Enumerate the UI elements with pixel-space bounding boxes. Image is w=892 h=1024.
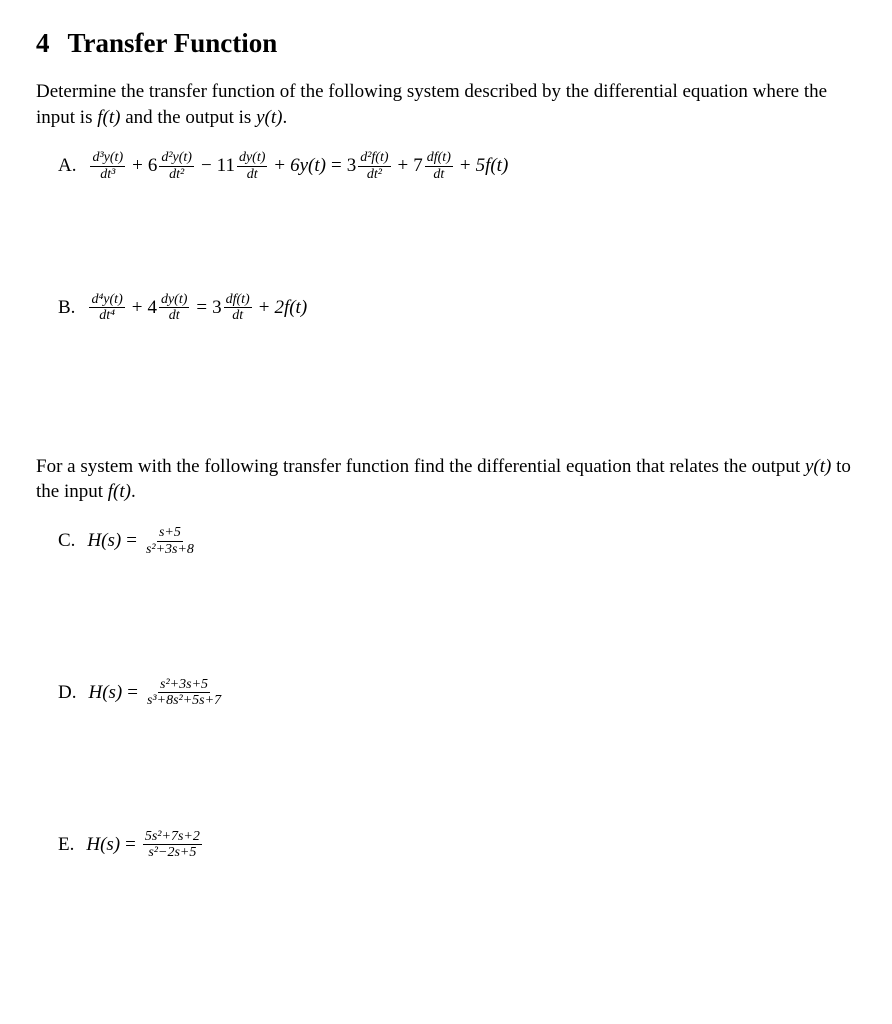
- intro-paragraph-1: Determine the transfer function of the f…: [36, 79, 856, 130]
- fraction: s²+3s+5 s³+8s²+5s+7: [145, 677, 223, 709]
- fraction: d³y(t) dt³: [90, 150, 125, 182]
- eq-op: =: [196, 297, 207, 319]
- denominator: dt²: [167, 167, 186, 182]
- problem-e: E. H(s) = 5s²+7s+2 s²−2s+5: [58, 829, 856, 861]
- section-number: 4: [36, 28, 50, 59]
- intro-ft: f(t): [97, 107, 120, 128]
- plus-op: +: [274, 155, 285, 177]
- problem-c: C. H(s) = s+5 s²+3s+8: [58, 525, 856, 557]
- denominator: dt: [230, 308, 245, 323]
- func: H(s): [88, 682, 122, 704]
- fraction: d²f(t) dt²: [358, 150, 390, 182]
- eq-op: =: [127, 682, 138, 704]
- intro-text: For a system with the following transfer…: [36, 456, 805, 477]
- denominator: dt: [431, 167, 446, 182]
- eq-op: =: [125, 834, 136, 856]
- func: H(s): [87, 530, 121, 552]
- denominator: s³+8s²+5s+7: [145, 693, 223, 708]
- plus-op: +: [460, 155, 471, 177]
- term: 6y(t): [290, 155, 326, 177]
- minus-op: −: [201, 155, 212, 177]
- coef: 11: [217, 155, 235, 177]
- fraction: df(t) dt: [425, 150, 453, 182]
- numerator: d²y(t): [159, 150, 194, 166]
- plus-op: +: [132, 297, 143, 319]
- equation-b: d⁴y(t) dt⁴ + 4 dy(t) dt = 3 df(t) dt + 2…: [87, 292, 307, 324]
- intro-ft: f(t): [108, 481, 131, 502]
- numerator: dy(t): [159, 292, 189, 308]
- numerator: df(t): [224, 292, 252, 308]
- problem-label: E.: [58, 834, 74, 856]
- denominator: s²+3s+8: [144, 542, 196, 557]
- intro-yt: y(t): [805, 456, 831, 477]
- intro-text: .: [282, 107, 287, 128]
- func: H(s): [86, 834, 120, 856]
- plus-op: +: [259, 297, 270, 319]
- coef: 6: [148, 155, 158, 177]
- fraction: s+5 s²+3s+8: [144, 525, 196, 557]
- fraction: d⁴y(t) dt⁴: [89, 292, 124, 324]
- eq-op: =: [331, 155, 342, 177]
- numerator: dy(t): [237, 150, 267, 166]
- problem-d: D. H(s) = s²+3s+5 s³+8s²+5s+7: [58, 677, 856, 709]
- term: 2f(t): [274, 297, 307, 319]
- intro-text: .: [131, 481, 136, 502]
- coef: 4: [147, 297, 157, 319]
- eq-op: =: [126, 530, 137, 552]
- denominator: dt: [167, 308, 182, 323]
- numerator: s+5: [157, 525, 183, 541]
- problem-b: B. d⁴y(t) dt⁴ + 4 dy(t) dt = 3 df(t) dt …: [58, 292, 856, 324]
- fraction: d²y(t) dt²: [159, 150, 194, 182]
- equation-a: d³y(t) dt³ + 6 d²y(t) dt² − 11 dy(t) dt …: [88, 150, 508, 182]
- problem-label: A.: [58, 155, 76, 177]
- plus-op: +: [398, 155, 409, 177]
- numerator: df(t): [425, 150, 453, 166]
- problem-label: C.: [58, 530, 75, 552]
- problem-label: D.: [58, 682, 76, 704]
- section-header: 4 Transfer Function: [36, 28, 856, 59]
- section-title: Transfer Function: [68, 28, 278, 59]
- numerator: 5s²+7s+2: [143, 829, 202, 845]
- equation-c: H(s) = s+5 s²+3s+8: [87, 525, 198, 557]
- plus-op: +: [132, 155, 143, 177]
- term: 5f(t): [476, 155, 509, 177]
- fraction: df(t) dt: [224, 292, 252, 324]
- denominator: dt²: [365, 167, 384, 182]
- denominator: dt: [245, 167, 260, 182]
- equation-d: H(s) = s²+3s+5 s³+8s²+5s+7: [88, 677, 225, 709]
- problem-a: A. d³y(t) dt³ + 6 d²y(t) dt² − 11 dy(t) …: [58, 150, 856, 182]
- fraction: dy(t) dt: [237, 150, 267, 182]
- intro-yt: y(t): [256, 107, 282, 128]
- denominator: dt⁴: [97, 308, 117, 323]
- denominator: s²−2s+5: [146, 845, 198, 860]
- fraction: 5s²+7s+2 s²−2s+5: [143, 829, 202, 861]
- equation-e: H(s) = 5s²+7s+2 s²−2s+5: [86, 829, 204, 861]
- coef: 3: [212, 297, 222, 319]
- denominator: dt³: [98, 167, 117, 182]
- intro-text: and the output is: [120, 107, 256, 128]
- fraction: dy(t) dt: [159, 292, 189, 324]
- numerator: s²+3s+5: [158, 677, 210, 693]
- problem-label: B.: [58, 297, 75, 319]
- numerator: d⁴y(t): [89, 292, 124, 308]
- numerator: d²f(t): [358, 150, 390, 166]
- coef: 7: [413, 155, 423, 177]
- coef: 3: [347, 155, 357, 177]
- numerator: d³y(t): [90, 150, 125, 166]
- intro-paragraph-2: For a system with the following transfer…: [36, 454, 856, 505]
